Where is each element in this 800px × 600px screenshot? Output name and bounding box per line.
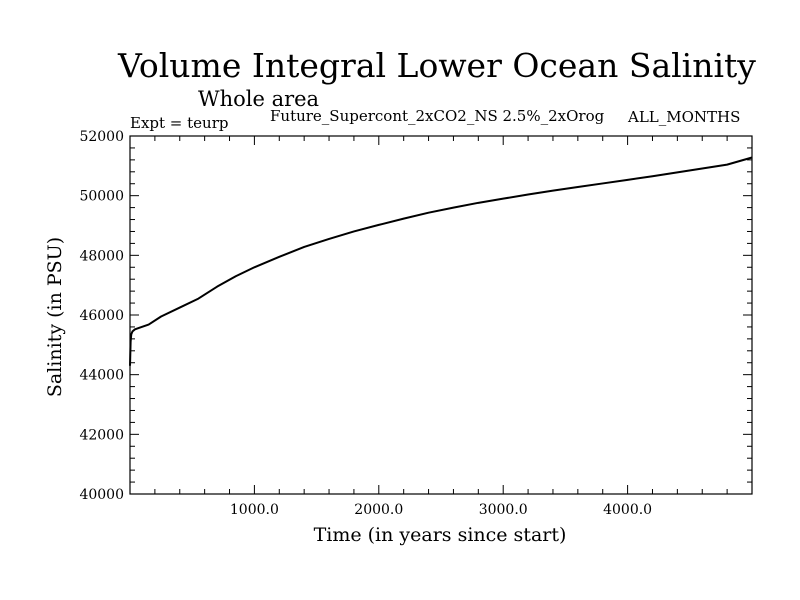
y-axis-label: Salinity (in PSU) bbox=[44, 237, 66, 397]
x-tick-label: 3000.0 bbox=[479, 502, 528, 518]
experiment-label: Expt = teurp bbox=[130, 114, 228, 132]
y-tick-label: 42000 bbox=[79, 427, 124, 443]
y-tick-label: 46000 bbox=[79, 308, 124, 324]
x-tick-label: 1000.0 bbox=[230, 502, 279, 518]
y-tick-label: 52000 bbox=[79, 129, 124, 145]
y-tick-label: 40000 bbox=[79, 487, 124, 503]
x-axis-label: Time (in years since start) bbox=[314, 524, 567, 546]
run-label: Future_Supercont_2xCO2_NS 2.5%_2xOrog bbox=[270, 107, 605, 125]
x-tick-label: 4000.0 bbox=[603, 502, 652, 518]
chart-subtitle: Whole area bbox=[198, 87, 319, 111]
chart-title: Volume Integral Lower Ocean Salinity bbox=[117, 46, 756, 85]
plot-axes bbox=[129, 135, 753, 495]
axis-ticks: 40000 42000 44000 46000 48000 50000 52000 1000.… bbox=[79, 129, 752, 518]
plot-frame bbox=[129, 135, 753, 495]
salinity-series-line bbox=[129, 156, 753, 366]
y-tick-label: 44000 bbox=[79, 368, 124, 384]
months-label: ALL_MONTHS bbox=[627, 108, 740, 126]
data-series bbox=[129, 156, 753, 366]
x-tick-label: 2000.0 bbox=[354, 502, 403, 518]
y-tick-label: 48000 bbox=[79, 248, 124, 264]
y-tick-label: 50000 bbox=[79, 189, 124, 205]
